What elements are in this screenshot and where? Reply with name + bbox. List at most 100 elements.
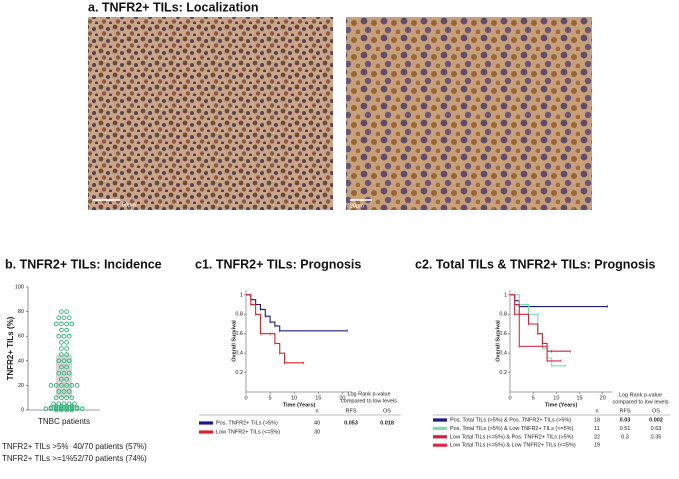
data-point (56, 401, 62, 407)
x-tick-label: 15 (576, 395, 582, 401)
data-point (43, 406, 49, 412)
data-point (59, 364, 64, 370)
data-point (64, 364, 69, 370)
data-point (64, 340, 69, 345)
table-column: RFS (620, 408, 631, 414)
data-point (64, 383, 69, 388)
data-point (66, 358, 72, 364)
x-axis-label: Time (Years) (545, 402, 578, 408)
table-cell: 19 (594, 443, 600, 449)
y-tick-label: 0.6 (499, 331, 507, 337)
data-point (59, 352, 64, 357)
x-tick-label: 20 (600, 395, 606, 401)
x-tick-label: 10 (553, 395, 559, 401)
data-point (64, 346, 69, 351)
data-point (64, 309, 69, 314)
y-tick-label: 1 (240, 292, 243, 298)
survival-curve (246, 294, 348, 332)
data-point (61, 315, 67, 321)
table-column: RFS (346, 408, 357, 414)
data-point (64, 327, 69, 333)
table-cell: 40 (314, 420, 320, 426)
y-axis-label: Overall Survival (495, 320, 501, 362)
y-tick-label: 0.6 (235, 331, 243, 337)
data-point (53, 321, 59, 327)
data-point (56, 333, 62, 339)
data-point (56, 358, 62, 364)
panel-title: b. TNFR2+ TILs: Incidence (5, 257, 162, 271)
data-point (69, 395, 75, 401)
x-axis-label: Time (Years) (283, 402, 316, 408)
legend-label: Low Total TILs (<=5%) & Pos. TNFR2+ TILs… (450, 434, 574, 440)
table-column: n (315, 408, 318, 414)
data-point (59, 403, 64, 409)
table-cell: 0.002 (649, 417, 663, 423)
table-cell: 18 (594, 417, 600, 423)
table-cell: 0.51 (620, 426, 631, 432)
data-point (61, 370, 67, 376)
data-point (59, 376, 64, 382)
stat-value: 40/70 patients (57%) (73, 442, 147, 451)
data-point (53, 395, 59, 401)
data-point (61, 389, 67, 394)
data-point (59, 383, 64, 388)
data-point (64, 376, 69, 382)
panel-title: a. TNFR2+ TILs: Localization (88, 0, 259, 14)
legend-swatch (433, 443, 447, 447)
data-point (51, 401, 56, 407)
table-cell: 0.63 (651, 426, 662, 432)
data-point (66, 370, 72, 376)
micrograph (88, 17, 333, 210)
x-tick-label: 0 (244, 395, 247, 401)
scale-label: 50µm (122, 202, 136, 208)
data-point (61, 333, 67, 339)
data-point (48, 405, 54, 410)
x-axis-label: TNBC patients (38, 417, 90, 426)
table-cell: 0.03 (620, 417, 631, 423)
data-point (53, 403, 59, 409)
table-cell: 30 (314, 429, 320, 435)
data-point (59, 309, 64, 314)
x-tick-label: 15 (315, 395, 321, 401)
data-point (74, 383, 80, 388)
data-point (64, 321, 69, 327)
y-tick-label: 0.2 (235, 370, 243, 376)
y-tick-label: 20 (18, 383, 24, 389)
x-tick-label: 20 (339, 395, 345, 401)
micrograph (346, 17, 592, 210)
table-header: Log Rank p-value (619, 392, 662, 398)
legend-swatch (199, 421, 213, 425)
legend-label: Pos. Total TILs (>5%) & Pos. TNFR2+ TILs… (450, 417, 571, 423)
table-column: n (595, 408, 598, 414)
data-point (64, 403, 69, 409)
data-point (61, 401, 67, 407)
y-tick-label: 0.8 (235, 312, 243, 318)
x-tick-label: 5 (269, 395, 272, 401)
legend-swatch (433, 426, 447, 430)
data-point (66, 333, 72, 339)
data-point (74, 405, 80, 410)
data-point (53, 383, 59, 388)
data-point (69, 403, 75, 409)
legend-swatch (199, 430, 213, 434)
table-header: compared to low levels (341, 398, 397, 404)
panel-title: c2. Total TILs & TNFR2+ TILs: Prognosis (415, 257, 655, 271)
data-point (59, 327, 64, 333)
stat-value: 52/70 patients (74%) (73, 454, 147, 463)
y-tick-label: 0.4 (499, 351, 507, 357)
legend-swatch (433, 435, 447, 439)
range-box (56, 354, 72, 398)
y-axis-label: Overall Survival (231, 320, 237, 362)
table-cell: 11 (594, 426, 600, 432)
data-point (64, 352, 69, 357)
y-tick-label: 80 (18, 309, 24, 315)
table-column: OS (652, 408, 660, 414)
data-point (66, 315, 72, 321)
legend-label: Pos. Total TILs (>5%) & Low TNFR2+ TILs … (450, 426, 574, 432)
data-point (66, 389, 72, 394)
y-tick-label: 100 (15, 284, 24, 290)
data-point (61, 358, 67, 364)
y-tick-label: 40 (18, 358, 24, 364)
data-point (59, 340, 64, 345)
